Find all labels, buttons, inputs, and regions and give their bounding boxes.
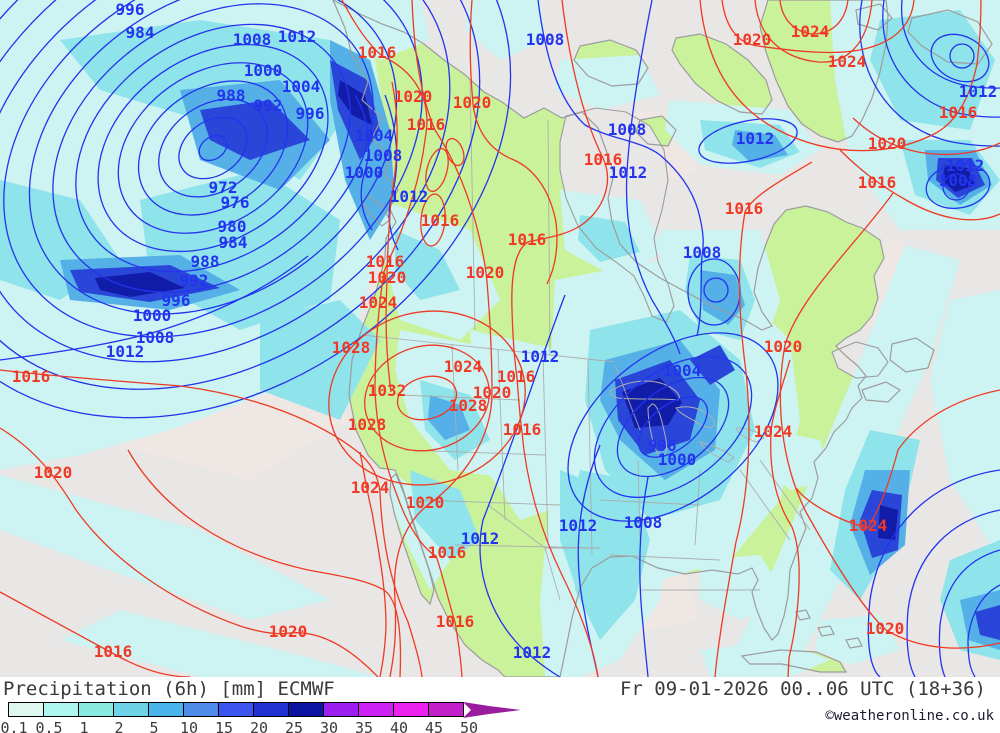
colorbar-segment bbox=[253, 702, 289, 717]
colorbar: 0.1 0.5 1 2 5 10 15 20 25 30 35 40 45 50 bbox=[0, 701, 560, 733]
colorbar-value: 35 bbox=[354, 719, 374, 733]
colorbar-segment bbox=[148, 702, 184, 717]
colorbar-value: 0.1 bbox=[0, 719, 28, 733]
weather-map bbox=[0, 0, 1000, 677]
legend-title: Precipitation (6h) [mm] ECMWF bbox=[3, 678, 335, 700]
colorbar-value: 45 bbox=[424, 719, 444, 733]
precipitation-layer bbox=[0, 0, 1000, 677]
colorbar-value: 15 bbox=[214, 719, 234, 733]
colorbar-segment bbox=[78, 702, 114, 717]
colorbar-value: 2 bbox=[114, 719, 124, 733]
colorbar-segment bbox=[393, 702, 429, 717]
colorbar-segment bbox=[113, 702, 149, 717]
colorbar-segment bbox=[218, 702, 254, 717]
colorbar-value: 30 bbox=[319, 719, 339, 733]
copyright-text: ©weatheronline.co.uk bbox=[825, 708, 994, 724]
legend-datetime: Fr 09-01-2026 00..06 UTC (18+36) bbox=[619, 678, 986, 700]
colorbar-segment bbox=[43, 702, 79, 717]
colorbar-segment bbox=[358, 702, 394, 717]
colorbar-segment bbox=[323, 702, 359, 717]
colorbar-value: 40 bbox=[389, 719, 409, 733]
colorbar-value: 25 bbox=[284, 719, 304, 733]
isobar-layer-low bbox=[0, 0, 1000, 677]
isobar-layer-high bbox=[0, 0, 1000, 677]
colorbar-arrow bbox=[463, 702, 521, 718]
colorbar-value: 50 bbox=[459, 719, 479, 733]
colorbar-value: 1 bbox=[79, 719, 89, 733]
colorbar-segment bbox=[428, 702, 464, 717]
colorbar-value: 5 bbox=[149, 719, 159, 733]
colorbar-segment bbox=[8, 702, 44, 717]
colorbar-segment bbox=[183, 702, 219, 717]
colorbar-value: 0.5 bbox=[35, 719, 63, 733]
colorbar-value: 20 bbox=[249, 719, 269, 733]
state-border-layer bbox=[361, 79, 811, 601]
legend: Precipitation (6h) [mm] ECMWF Fr 09-01-2… bbox=[0, 677, 1000, 733]
colorbar-segment bbox=[288, 702, 324, 717]
colorbar-value: 10 bbox=[179, 719, 199, 733]
